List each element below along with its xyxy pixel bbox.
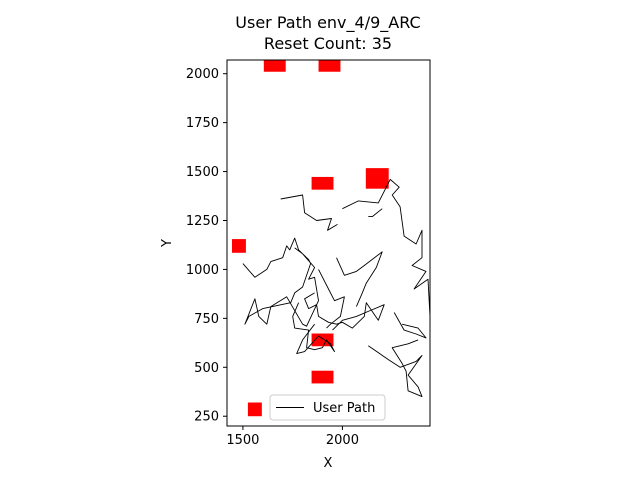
obstacle-marker-6	[311, 333, 334, 347]
y-axis-ticks: 250 500 750 1000 1250 1500 1750 2000	[186, 67, 227, 425]
chart-subtitle: Reset Count: 35	[264, 34, 392, 53]
x-tick-label-1500: 1500	[226, 433, 259, 448]
obstacles	[231, 60, 389, 417]
y-axis-label: Y	[160, 239, 175, 248]
legend: User Path	[269, 394, 386, 421]
user-path-segment-10	[393, 312, 427, 339]
y-tick-label-1000: 1000	[186, 263, 219, 278]
chart-title: User Path env_4/9_ARC	[235, 13, 420, 33]
user-path-segment-1	[280, 194, 338, 231]
user-path-segment-7	[304, 292, 385, 331]
legend-box	[269, 394, 386, 421]
user-path-segment-4	[242, 237, 319, 327]
user-path-segment-8	[292, 302, 335, 355]
obstacle-marker-8	[247, 402, 262, 417]
user-path-segment-6	[336, 251, 383, 307]
y-tick-label-1750: 1750	[186, 116, 219, 131]
y-tick-label-1500: 1500	[186, 165, 219, 180]
user-path-segment-9	[368, 339, 423, 398]
obstacle-marker-2	[318, 60, 341, 72]
y-tick-label-1250: 1250	[186, 214, 219, 229]
y-tick-label-750: 750	[194, 312, 219, 327]
obstacle-marker-3	[365, 168, 389, 189]
x-axis-ticks: 1500 2000	[226, 426, 359, 448]
x-axis-label: X	[324, 456, 333, 471]
user-path-segment-3	[368, 208, 383, 218]
user-path-series	[242, 178, 430, 398]
obstacle-marker-7	[311, 370, 334, 384]
x-tick-label-2000: 2000	[326, 433, 359, 448]
user-path-segment-2	[342, 178, 430, 317]
obstacle-marker-4	[311, 176, 334, 190]
y-tick-label-250: 250	[194, 410, 219, 425]
y-tick-label-2000: 2000	[186, 67, 219, 82]
legend-label-user-path: User Path	[313, 401, 375, 416]
obstacle-marker-1	[263, 60, 286, 72]
y-tick-label-500: 500	[194, 361, 219, 376]
obstacle-marker-5	[231, 239, 246, 253]
user-path-segment-5	[318, 269, 345, 329]
plot-area-frame	[226, 59, 431, 427]
